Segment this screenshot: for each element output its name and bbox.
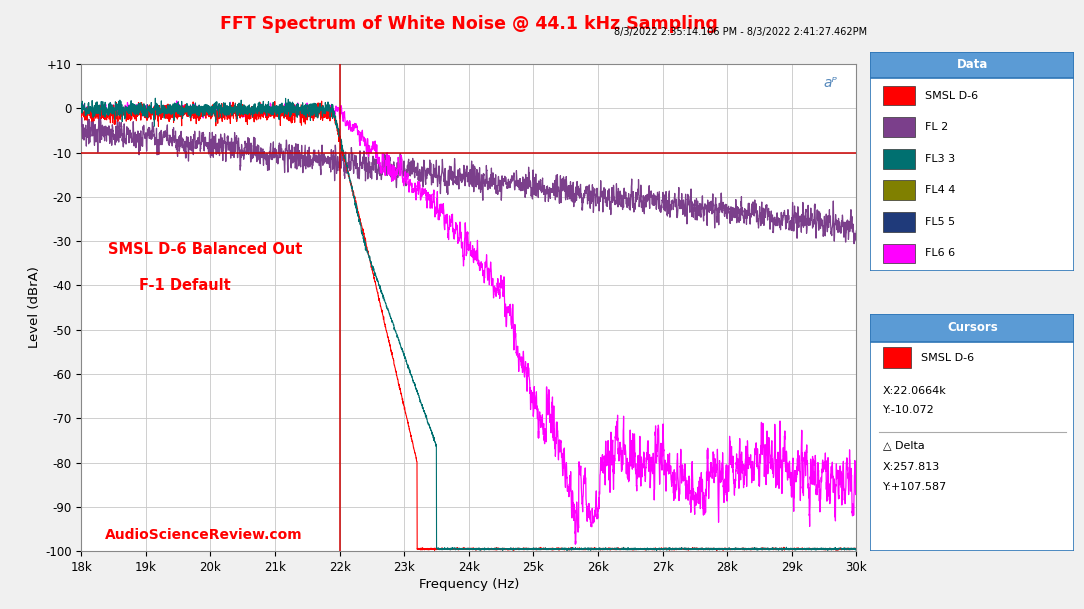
- Bar: [882, 180, 915, 200]
- Bar: [882, 86, 915, 105]
- Text: FL3 3: FL3 3: [926, 153, 956, 164]
- Bar: [882, 118, 915, 137]
- Text: FL6 6: FL6 6: [926, 248, 956, 258]
- Text: Cursors: Cursors: [947, 322, 997, 334]
- Text: F-1 Default: F-1 Default: [140, 278, 231, 294]
- Bar: [882, 244, 915, 263]
- Text: X:257.813: X:257.813: [882, 462, 940, 472]
- Text: Y:-10.072: Y:-10.072: [882, 405, 934, 415]
- Bar: [882, 212, 915, 232]
- Text: AudioScienceReview.com: AudioScienceReview.com: [104, 528, 302, 542]
- Bar: [882, 149, 915, 169]
- Bar: [882, 347, 912, 368]
- Text: FL 2: FL 2: [926, 122, 948, 132]
- X-axis label: Frequency (Hz): Frequency (Hz): [418, 578, 519, 591]
- FancyBboxPatch shape: [870, 52, 1074, 271]
- Text: FFT Spectrum of White Noise @ 44.1 kHz Sampling: FFT Spectrum of White Noise @ 44.1 kHz S…: [220, 15, 718, 33]
- Text: SMSL D-6: SMSL D-6: [926, 91, 979, 100]
- Text: X:22.0664k: X:22.0664k: [882, 386, 946, 396]
- Text: 8/3/2022 2:35:14.106 PM - 8/3/2022 2:41:27.462PM: 8/3/2022 2:35:14.106 PM - 8/3/2022 2:41:…: [614, 27, 867, 37]
- Text: Y:+107.587: Y:+107.587: [882, 482, 947, 492]
- Text: aᴾ: aᴾ: [823, 76, 837, 90]
- Text: SMSL D-6: SMSL D-6: [921, 353, 975, 362]
- Text: SMSL D-6 Balanced Out: SMSL D-6 Balanced Out: [108, 242, 302, 257]
- Y-axis label: Level (dBrA): Level (dBrA): [28, 267, 41, 348]
- Text: FL5 5: FL5 5: [926, 217, 956, 227]
- FancyBboxPatch shape: [870, 52, 1074, 78]
- Text: △ Delta: △ Delta: [882, 440, 925, 451]
- Text: Data: Data: [957, 58, 988, 71]
- FancyBboxPatch shape: [870, 314, 1074, 551]
- Text: FL4 4: FL4 4: [926, 185, 956, 195]
- FancyBboxPatch shape: [870, 314, 1074, 342]
